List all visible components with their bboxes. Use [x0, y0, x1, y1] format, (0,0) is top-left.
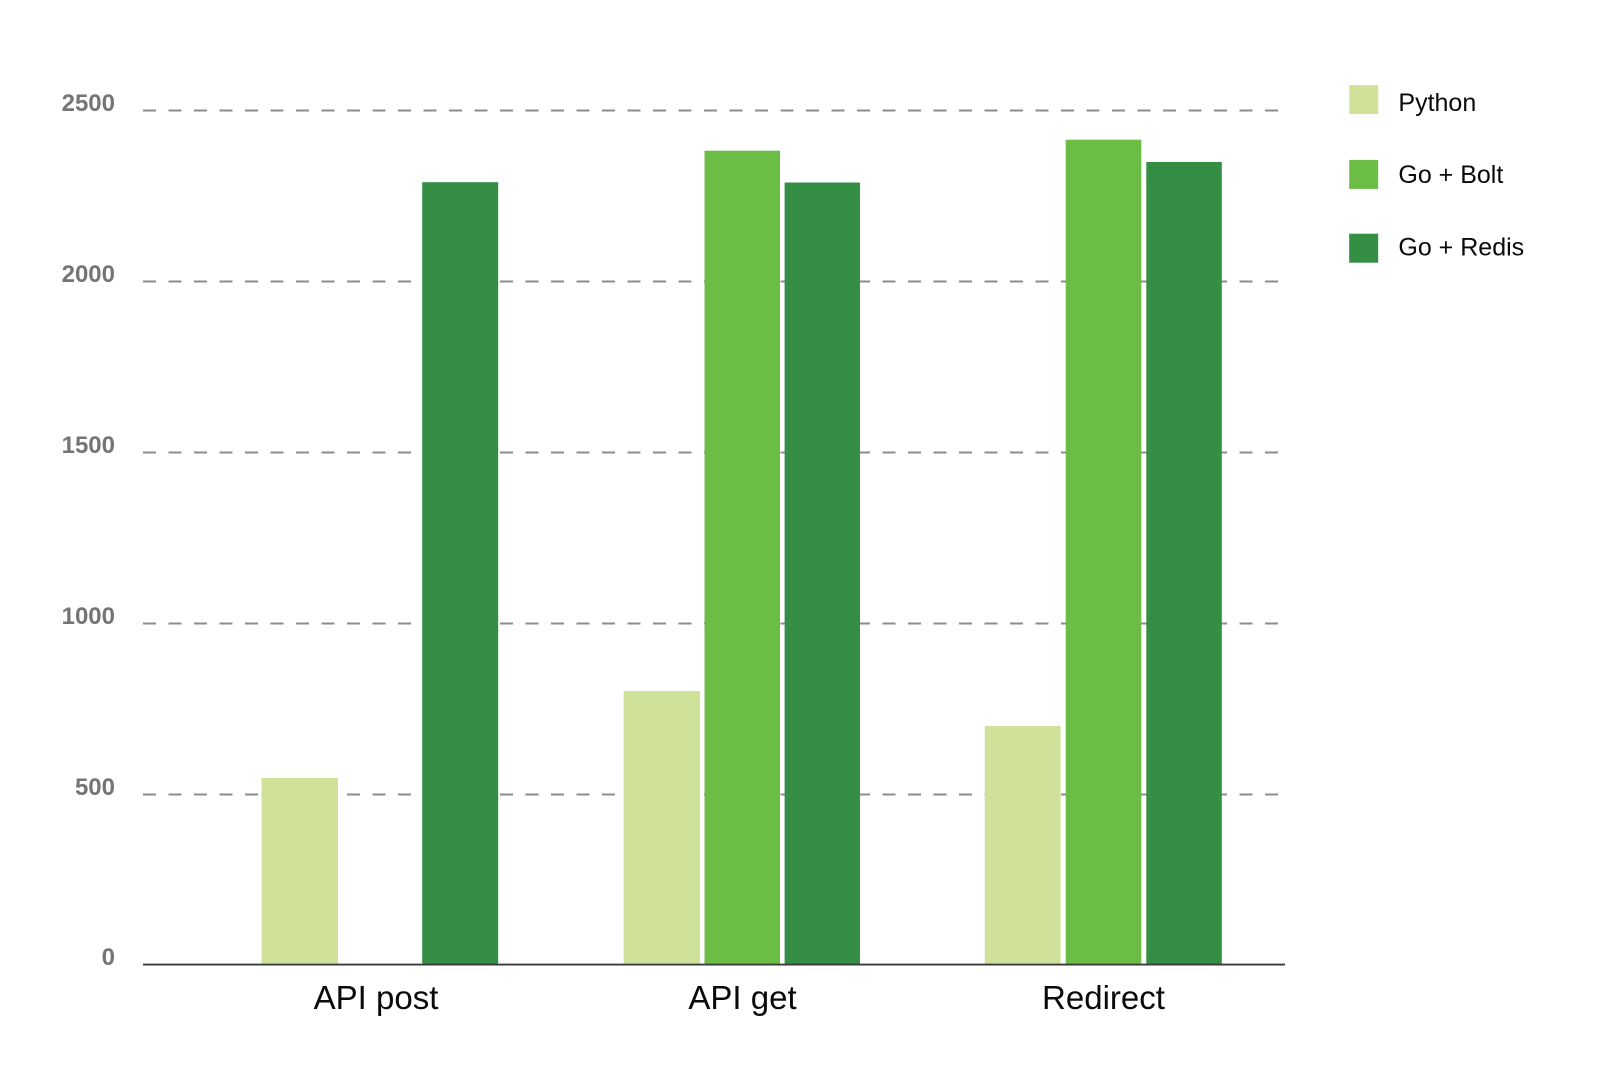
svg-text:Go + Redis: Go + Redis	[1398, 233, 1524, 261]
svg-text:Python: Python	[1398, 89, 1476, 117]
svg-text:1000: 1000	[62, 603, 115, 630]
svg-text:0: 0	[102, 944, 115, 971]
svg-text:2000: 2000	[62, 261, 115, 288]
svg-text:2500: 2500	[62, 90, 115, 117]
svg-text:API post: API post	[314, 979, 439, 1016]
svg-text:API get: API get	[688, 979, 796, 1016]
svg-text:Redirect: Redirect	[1042, 979, 1165, 1016]
svg-text:500: 500	[75, 774, 115, 801]
svg-text:1500: 1500	[62, 432, 115, 459]
svg-text:Go + Bolt: Go + Bolt	[1398, 161, 1503, 189]
